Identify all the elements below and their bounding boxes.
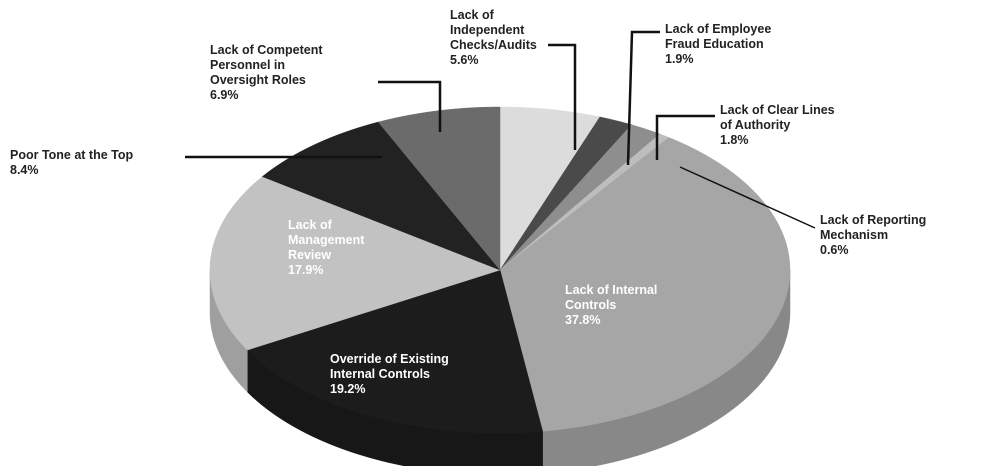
slice-label: Lack of Independent Checks/Audits 5.6% <box>450 8 570 68</box>
slice-label: Override of Existing Internal Controls 19… <box>330 352 480 397</box>
slice-name: Lack of Management Review <box>288 218 365 262</box>
slice-label: Lack of Management Review 17.9% <box>288 218 398 278</box>
slice-name: Override of Existing Internal Controls <box>330 352 449 381</box>
slice-value: 17.9% <box>288 263 324 277</box>
leader-line <box>679 166 816 229</box>
slice-name: Lack of Competent Personnel in Oversight… <box>210 43 323 87</box>
pie-top <box>209 106 791 434</box>
slice-label: Lack of Competent Personnel in Oversight… <box>210 43 340 103</box>
slice-name: Lack of Reporting Mechanism <box>820 213 927 242</box>
slice-label: Lack of Employee Fraud Education 1.9% <box>665 22 785 67</box>
slice-value: 6.9% <box>210 88 239 102</box>
leader-line <box>626 30 660 166</box>
slice-value: 1.9% <box>665 52 694 66</box>
slice-name: Lack of Independent Checks/Audits <box>450 8 537 52</box>
leader-line <box>378 80 442 132</box>
slice-label: Lack of Clear Lines of Authority 1.8% <box>720 103 840 148</box>
pie-slice <box>246 269 543 434</box>
pie-slice <box>499 116 632 271</box>
pie-slice <box>261 121 501 271</box>
slice-value: 0.6% <box>820 243 849 257</box>
leader-line <box>548 43 577 150</box>
slice-value: 8.4% <box>10 163 39 177</box>
slice-value: 37.8% <box>565 313 601 327</box>
slice-label: Poor Tone at the Top 8.4% <box>10 148 200 178</box>
slice-label: Lack of Internal Controls 37.8% <box>565 283 685 328</box>
slice-value: 1.8% <box>720 133 749 147</box>
slice-name: Lack of Employee Fraud Education <box>665 22 772 51</box>
pie-slice <box>499 133 670 271</box>
pie-slice <box>499 137 791 432</box>
slice-value: 5.6% <box>450 53 479 67</box>
slice-value: 19.2% <box>330 382 366 396</box>
slice-name: Poor Tone at the Top <box>10 148 134 162</box>
pie-slice <box>377 106 501 271</box>
leader-line <box>655 114 715 160</box>
slice-name: Lack of Internal Controls <box>565 283 658 312</box>
pie-slice <box>209 176 501 351</box>
pie-slice <box>499 124 661 271</box>
slice-label: Lack of Reporting Mechanism 0.6% <box>820 213 930 258</box>
slice-name: Lack of Clear Lines of Authority <box>720 103 835 132</box>
